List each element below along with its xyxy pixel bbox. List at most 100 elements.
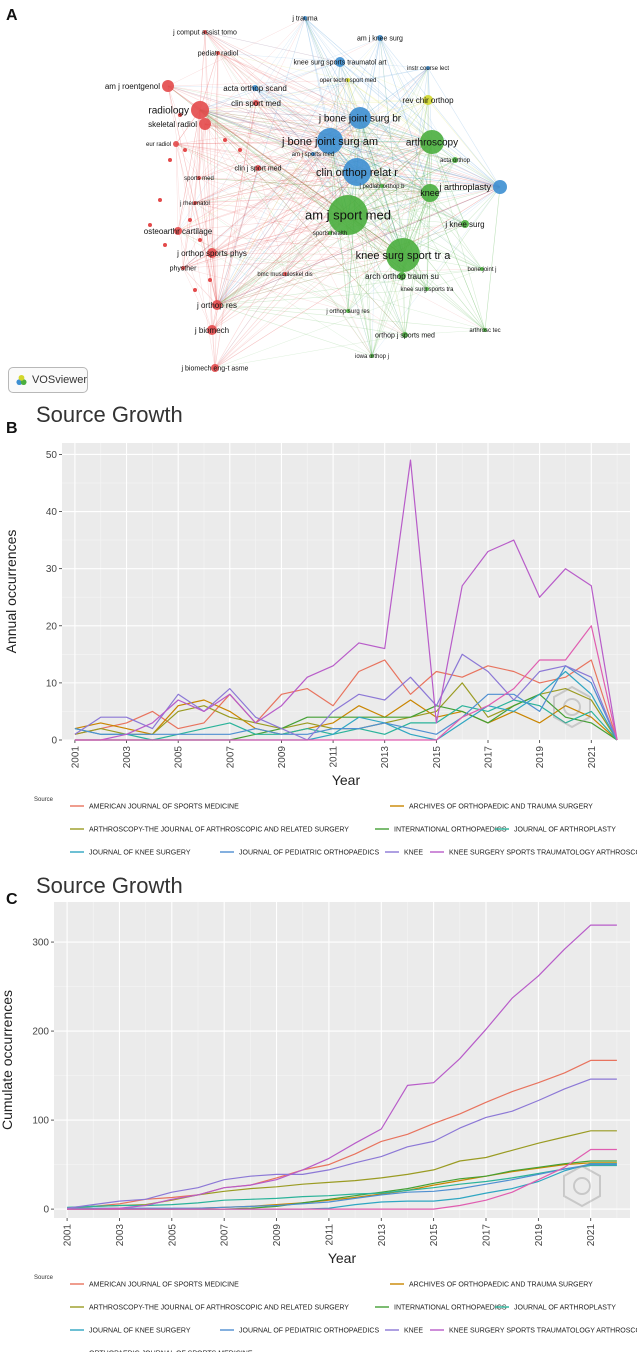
network-edge	[167, 17, 306, 87]
network-edge	[182, 267, 349, 312]
x-tick-label: 2005	[174, 746, 185, 769]
network-edge	[175, 143, 349, 216]
network-edge	[484, 186, 501, 331]
network-edge	[284, 273, 486, 331]
network-node	[216, 51, 220, 55]
network-edge	[339, 61, 433, 143]
network-edge	[329, 67, 429, 142]
network-edge	[304, 17, 403, 277]
series-line	[67, 1078, 617, 1209]
network-edge	[347, 214, 483, 270]
network-node-label: oper techn sport med	[320, 78, 377, 84]
network-edge	[257, 37, 381, 169]
network-node-label: pediatr radiol	[198, 50, 239, 57]
network-edge	[214, 141, 433, 369]
network-edge	[198, 117, 361, 179]
network-edge	[211, 223, 466, 254]
network-edge	[356, 67, 429, 173]
network-edge	[175, 140, 331, 145]
network-node	[377, 35, 383, 41]
network-node-label: knee	[420, 188, 440, 198]
network-edge	[199, 52, 219, 111]
network-edge	[379, 37, 433, 143]
network-node-label: arthrosc tec	[469, 328, 500, 334]
network-node	[238, 148, 242, 152]
network-edge	[347, 214, 486, 331]
network-edge	[356, 171, 428, 290]
network-edge	[182, 123, 206, 269]
network-edge	[329, 99, 429, 142]
network-edge	[427, 99, 501, 188]
network-edge	[329, 140, 404, 256]
network-edge	[182, 252, 213, 269]
network-edge	[402, 159, 456, 256]
network-edge	[347, 214, 373, 357]
network-node	[162, 80, 174, 92]
network-edge	[217, 52, 433, 143]
network-edge	[329, 140, 431, 194]
network-edge	[216, 67, 429, 306]
network-edge	[254, 87, 404, 256]
network-node	[181, 266, 185, 270]
y-tick-label: 0	[51, 736, 57, 747]
network-node	[207, 325, 217, 335]
network-node	[283, 272, 287, 276]
series-line	[67, 1148, 617, 1210]
network-edge	[257, 167, 483, 270]
network-edge	[216, 186, 501, 306]
network-node	[386, 238, 420, 272]
network-edge	[356, 37, 381, 173]
network-node	[426, 66, 430, 70]
network-edge	[175, 143, 200, 179]
network-node-label: knee surg sports tra	[400, 287, 454, 293]
network-node	[193, 201, 197, 205]
network-edge	[199, 109, 466, 225]
network-edge	[329, 140, 456, 161]
network-edge	[255, 102, 331, 142]
network-edge	[426, 141, 433, 290]
network-edge	[254, 61, 341, 89]
network-edge	[359, 117, 383, 187]
x-axis-label: Year	[332, 772, 361, 788]
network-edge	[216, 186, 501, 306]
network-node	[480, 267, 484, 271]
network-edge	[254, 87, 349, 216]
network-edge	[175, 141, 433, 145]
x-tick-label: 2013	[380, 746, 391, 769]
network-edge	[204, 123, 331, 142]
network-edge	[216, 192, 431, 306]
network-edge	[199, 109, 331, 234]
network-edge	[204, 123, 404, 256]
network-edge	[214, 186, 501, 369]
series-line	[67, 1164, 617, 1208]
network-edge	[339, 61, 404, 256]
x-tick-label: 2003	[115, 1224, 126, 1247]
network-edge	[216, 140, 331, 306]
network-edge	[194, 202, 349, 312]
network-edge	[371, 254, 404, 357]
network-edge	[257, 167, 466, 225]
network-edge	[214, 117, 361, 369]
x-tick-label: 2019	[535, 746, 546, 769]
network-edge	[167, 85, 216, 369]
network-node-label: sports med	[184, 176, 214, 182]
network-node-label: am j sports med	[292, 152, 335, 158]
network-edge	[329, 140, 373, 357]
network-node	[398, 272, 406, 280]
network-node-label: arch orthop traum su	[365, 272, 439, 281]
x-tick-label: 2003	[122, 746, 133, 769]
network-edge	[175, 143, 404, 256]
network-node	[346, 78, 350, 82]
network-edge	[211, 252, 218, 306]
network-edge	[177, 109, 201, 232]
network-edge	[182, 109, 201, 269]
network-edge	[312, 153, 373, 357]
network-edge	[404, 141, 433, 336]
network-edge	[177, 141, 433, 232]
y-tick-label: 10	[46, 678, 58, 689]
network-edge	[199, 109, 331, 142]
watermark-circle	[573, 1177, 591, 1195]
network-node-label: clin j sport med	[234, 165, 281, 172]
network-edge	[431, 141, 501, 188]
network-edge	[217, 52, 361, 119]
